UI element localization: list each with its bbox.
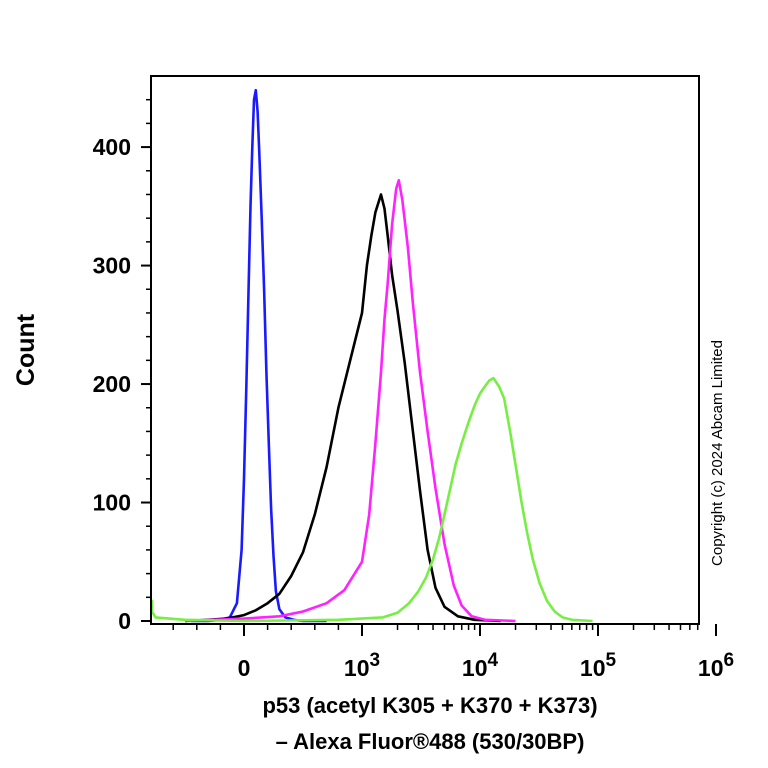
x-tick-label: 105 <box>580 650 617 681</box>
x-tick-label: 0 <box>238 655 251 681</box>
series-line-3 <box>184 179 516 623</box>
plot-frame <box>150 75 700 625</box>
series-line-4 <box>150 376 593 623</box>
x-axis-title-line-1: p53 (acetyl K305 + K370 + K373) <box>262 693 597 718</box>
label-layer: 0 100 200 300 400 0 103 104 105 106 <box>93 134 734 681</box>
y-tick-label: 200 <box>93 371 131 397</box>
copyright-annotation: Copyright (c) 2024 Abcam Limited <box>709 340 726 566</box>
series-line-1 <box>190 88 327 623</box>
series-layer <box>150 88 593 623</box>
y-tick-label: 100 <box>93 490 131 516</box>
y-tick-label: 0 <box>118 608 131 634</box>
tick-layer <box>141 98 717 636</box>
y-axis-title: Count <box>12 313 40 386</box>
x-axis-title-line-2: – Alexa Fluor®488 (530/30BP) <box>276 729 585 754</box>
x-tick-label: 106 <box>698 650 734 681</box>
series-line-2 <box>184 193 501 623</box>
x-tick-label: 104 <box>462 650 499 681</box>
y-tick-label: 400 <box>93 134 131 160</box>
x-tick-label: 103 <box>344 650 380 681</box>
y-tick-label: 300 <box>93 253 131 279</box>
